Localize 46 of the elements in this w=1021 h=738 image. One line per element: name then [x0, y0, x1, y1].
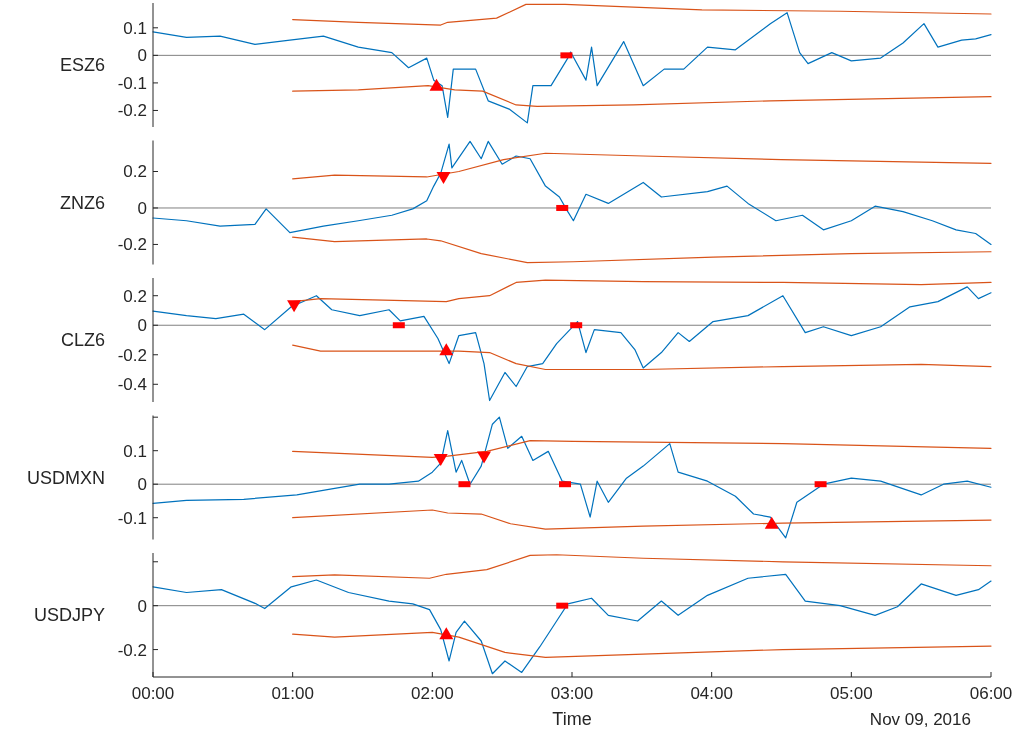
y-tick-label: 0.2 — [123, 162, 147, 182]
y-axis-title: ZNZ6 — [60, 192, 105, 213]
line-series — [292, 631, 992, 659]
line-series — [292, 152, 992, 180]
y-tick-label: 0.1 — [123, 441, 147, 461]
point — [477, 451, 492, 464]
x-axis-title: Time — [552, 709, 592, 729]
x-tick-label: 01:00 — [271, 684, 314, 703]
y-tick-label: -0.2 — [117, 640, 147, 660]
y-tick-label: 0.2 — [123, 286, 147, 306]
y-tick-label: -0.4 — [117, 375, 147, 395]
line-series — [152, 286, 992, 402]
x-tick-label: 03:00 — [550, 684, 594, 703]
point — [439, 343, 454, 356]
y-tick-label: 0 — [137, 596, 147, 616]
y-axis-title: CLZ6 — [60, 330, 105, 351]
point — [764, 516, 779, 529]
y-tick-label: -0.2 — [117, 101, 147, 121]
x-tick-label: 04:00 — [690, 684, 733, 703]
x-tick-label: 02:00 — [411, 684, 454, 703]
y-tick-label: 0 — [137, 46, 147, 66]
y-tick-label: 0 — [137, 475, 147, 495]
line-series — [292, 3, 992, 26]
line-series — [292, 344, 992, 371]
point — [433, 454, 448, 467]
point — [287, 300, 302, 313]
y-tick-label: -0.1 — [117, 508, 147, 528]
y-tick-label: 0 — [137, 316, 147, 336]
y-tick-label: 0 — [137, 198, 147, 218]
y-tick-label: -0.1 — [117, 73, 147, 93]
line-series — [292, 509, 992, 530]
x-tick-label: 06:00 — [969, 684, 1013, 703]
y-tick-label: -0.2 — [117, 345, 147, 365]
line-series — [152, 140, 992, 246]
y-axis-title: ESZ6 — [59, 55, 105, 76]
x-tick-label: 00:00 — [131, 684, 175, 703]
line-series — [152, 416, 992, 539]
y-tick-label: -0.2 — [117, 235, 147, 255]
line-series — [152, 12, 992, 124]
x-tick-label: 05:00 — [830, 684, 873, 703]
text: Nov 09, 2016 — [869, 710, 971, 729]
y-tick-label: 0.1 — [123, 18, 147, 38]
y-axis-title: USDMXN — [26, 467, 105, 488]
line-series — [292, 554, 992, 579]
line-series — [292, 236, 992, 264]
y-axis-title: USDJPY — [33, 605, 105, 626]
